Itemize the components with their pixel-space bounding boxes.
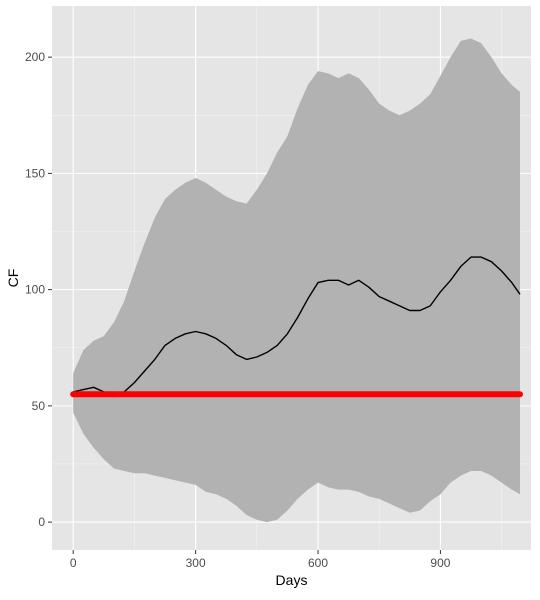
- y-tick-label: 0: [38, 515, 45, 529]
- y-tick-label: 50: [32, 399, 46, 413]
- confidence-band: [73, 38, 520, 523]
- y-tick-label: 150: [25, 166, 45, 180]
- y-tick-label: 100: [25, 283, 45, 297]
- x-tick-label: 300: [186, 556, 206, 570]
- y-tick-label: 200: [25, 50, 45, 64]
- x-tick-label: 0: [70, 556, 77, 570]
- x-axis-label: Days: [276, 572, 308, 588]
- y-axis-ticks: 0 50 100 150 200: [25, 50, 52, 529]
- x-tick-label: 900: [430, 556, 450, 570]
- x-tick-label: 600: [308, 556, 328, 570]
- x-axis-ticks: 0 300 600 900: [70, 550, 451, 570]
- y-axis-label: CF: [5, 269, 21, 288]
- mean-line: [73, 256, 521, 398]
